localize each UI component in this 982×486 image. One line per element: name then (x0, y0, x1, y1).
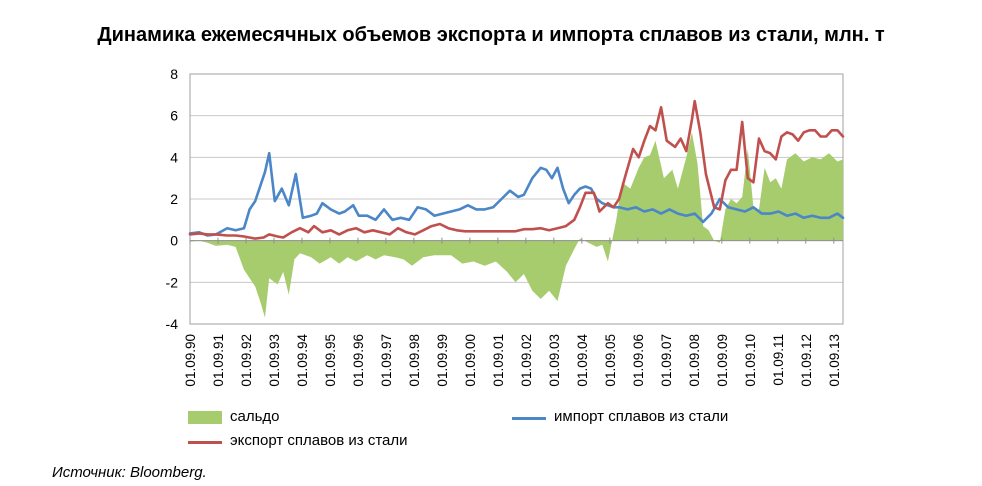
series-line-export (188, 99, 845, 240)
x-tick-label: 01.09.99 (435, 334, 450, 387)
x-tick-label: 01.09.94 (295, 334, 310, 387)
x-tick-label: 01.09.90 (183, 334, 198, 387)
x-tick-label: 01.09.06 (631, 334, 646, 387)
series-line-import (188, 151, 845, 237)
x-tick-label: 01.09.04 (575, 334, 590, 387)
x-tick-label: 01.09.97 (379, 334, 394, 387)
x-tick-label: 01.09.96 (351, 334, 366, 387)
source-note: Источник: Bloomberg. (52, 464, 207, 481)
chart-title: Динамика ежемесячных объемов экспорта и … (97, 24, 885, 46)
y-tick-label: -4 (166, 316, 179, 332)
x-tick-label: 01.09.98 (407, 334, 422, 387)
legend-label-export: экспорт сплавов из стали (230, 432, 408, 449)
x-tick-label: 01.09.05 (603, 334, 618, 387)
x-tick-label: 01.09.12 (799, 334, 814, 387)
series-area-saldo (190, 132, 843, 318)
x-tick-label: 01.09.02 (519, 334, 534, 387)
x-tick-label: 01.09.01 (491, 334, 506, 387)
x-tick-label: 01.09.00 (463, 334, 478, 387)
x-tick-label: 01.09.93 (267, 334, 282, 387)
x-tick-label: 01.09.09 (715, 334, 730, 387)
legend-swatch-import (512, 417, 546, 420)
x-tick-label: 01.09.95 (323, 334, 338, 387)
x-tick-label: 01.09.03 (547, 334, 562, 387)
x-tick-label: 01.09.11 (771, 334, 786, 386)
y-tick-label: 0 (170, 233, 178, 249)
x-tick-label: 01.09.13 (827, 334, 842, 387)
x-tick-label: 01.09.08 (687, 334, 702, 387)
legend-swatch-saldo (188, 411, 222, 424)
y-tick-label: 6 (170, 108, 178, 124)
chart-plot: -4 -2 0 2 4 6 8 01.09.90 01.09.91 01.09.92 01.09.9… (166, 66, 845, 387)
y-tick-label: 4 (170, 149, 178, 165)
y-tick-label: -2 (166, 274, 179, 290)
legend-label-import: импорт сплавов из стали (554, 408, 729, 425)
legend-swatch-export (188, 441, 222, 444)
y-tick-label: 2 (170, 191, 178, 207)
x-tick-label: 01.09.07 (659, 334, 674, 387)
x-tick-label: 01.09.91 (211, 334, 226, 387)
x-tick-label: 01.09.10 (743, 334, 758, 387)
y-tick-label: 8 (170, 66, 178, 82)
legend-label-saldo: сальдо (230, 408, 280, 425)
x-tick-label: 01.09.92 (239, 334, 254, 387)
